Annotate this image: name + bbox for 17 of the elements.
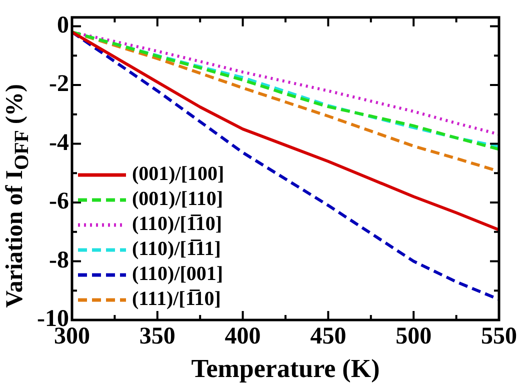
x-tick-label: 550 <box>481 324 517 350</box>
legend-label: (110)/[1̅11] <box>132 237 221 262</box>
legend-label: (110)/[001] <box>132 262 224 287</box>
x-tick-label: 350 <box>139 324 176 350</box>
x-tick-label: 450 <box>310 324 346 350</box>
x-axis-title: Temperature (K) <box>191 354 380 384</box>
x-tick-label: 400 <box>224 324 261 350</box>
legend-label: (001)/[110] <box>132 187 224 212</box>
y-tick-label: -8 <box>48 247 69 274</box>
x-tick-label: 500 <box>396 324 432 350</box>
y-tick-label: -2 <box>48 71 69 98</box>
legend-label: (111)/[1̅10] <box>132 287 221 312</box>
legend-label: (001)/[100] <box>132 162 224 187</box>
y-tick-label: -4 <box>48 130 69 156</box>
y-tick-label: 0 <box>56 12 69 38</box>
y-tick-label: -6 <box>48 188 69 215</box>
legend-label: (110)/[1̅10] <box>132 212 222 237</box>
